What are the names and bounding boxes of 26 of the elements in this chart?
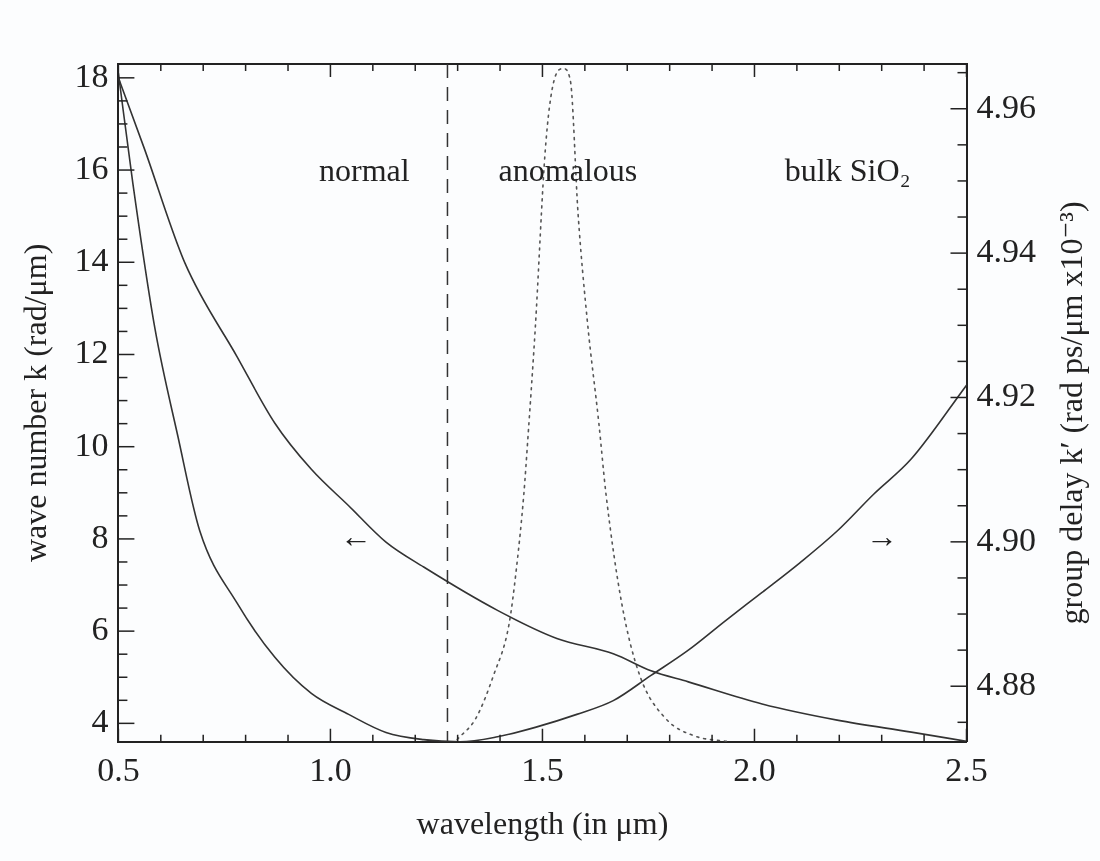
annotation: bulk SiO₂ <box>784 151 911 188</box>
y2-tick-label: 4.90 <box>976 520 1036 558</box>
y-tick-label: 14 <box>74 241 109 279</box>
y-tick-label: 8 <box>91 517 109 555</box>
y-tick-label: 4 <box>91 702 109 740</box>
annotation: ← <box>339 517 372 554</box>
annotation: normal <box>319 151 410 188</box>
y2-tick-label: 4.88 <box>976 665 1036 703</box>
y2-tick-label: 4.96 <box>976 87 1036 125</box>
annotation: anomalous <box>498 151 638 188</box>
y-tick-label: 10 <box>74 425 109 463</box>
y2-tick-label: 4.92 <box>976 376 1036 414</box>
y2-axis-title: group delay k′ (rad ps/μm x10⁻³) <box>1053 201 1090 625</box>
y-axis-title: wave number k (rad/μm) <box>16 243 53 563</box>
y-tick-label: 16 <box>74 148 109 186</box>
y-tick-label: 12 <box>74 333 109 371</box>
x-axis-title: wavelength (in μm) <box>416 805 669 842</box>
x-tick-label: 2.5 <box>945 751 988 789</box>
annotation: → <box>865 517 898 554</box>
y2-tick-label: 4.94 <box>976 232 1036 270</box>
x-tick-label: 1.0 <box>309 751 352 789</box>
x-tick-label: 1.5 <box>521 751 564 789</box>
x-tick-label: 2.0 <box>733 751 776 789</box>
x-tick-label: 0.5 <box>97 751 140 789</box>
y-tick-label: 6 <box>91 610 109 648</box>
y-tick-label: 18 <box>74 56 109 94</box>
